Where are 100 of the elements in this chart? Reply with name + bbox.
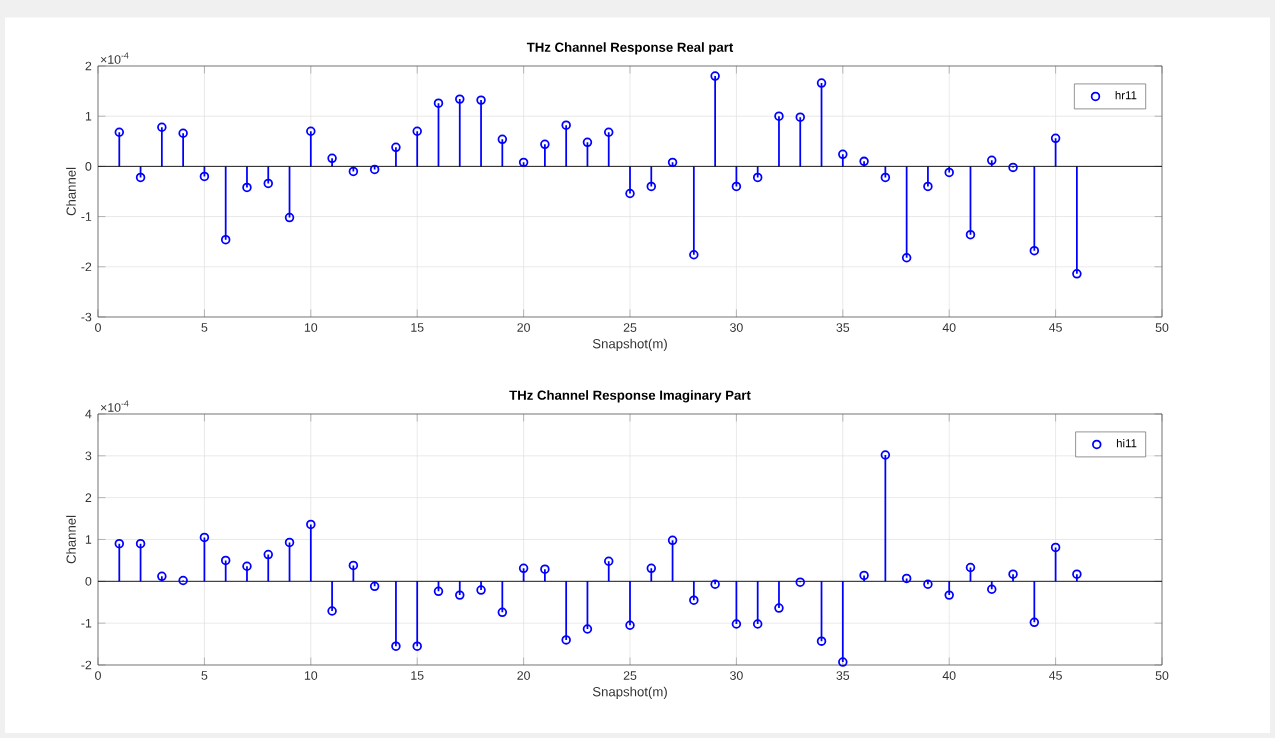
point <box>880 172 891 183</box>
point <box>476 585 486 595</box>
point <box>518 157 529 168</box>
point <box>263 178 273 189</box>
point <box>540 139 550 150</box>
point <box>391 641 401 651</box>
point <box>114 127 125 137</box>
x-tick-label: 10 <box>304 323 318 332</box>
point <box>1050 133 1061 144</box>
x-tick-label: 20 <box>517 323 530 332</box>
point <box>391 142 401 153</box>
x-tick-label: 35 <box>836 671 850 680</box>
point <box>1008 162 1018 173</box>
point <box>114 538 125 549</box>
y-tick-label: 3 <box>85 451 92 461</box>
y-tick-label: -1 <box>81 618 92 628</box>
y-tick-label: 4 <box>85 409 92 419</box>
point <box>455 94 465 104</box>
point <box>965 229 976 240</box>
point <box>752 172 763 183</box>
point <box>306 126 316 136</box>
point <box>667 535 678 546</box>
point <box>157 122 167 132</box>
point <box>412 641 422 651</box>
point <box>433 586 444 597</box>
chart-title: THz Channel Response Real part <box>526 42 734 55</box>
point <box>582 624 593 634</box>
y-tick-label: -2 <box>81 660 92 670</box>
point <box>774 111 784 121</box>
point <box>412 126 422 136</box>
point <box>603 556 614 566</box>
x-tick-label: 0 <box>95 671 101 680</box>
y-tick-label: 2 <box>85 61 92 71</box>
x-tick-label: 15 <box>411 323 424 332</box>
point <box>497 134 508 145</box>
point <box>348 166 359 177</box>
point <box>1072 269 1082 279</box>
point <box>242 182 252 193</box>
y-tick-label: 2 <box>85 493 92 502</box>
point <box>263 549 273 560</box>
x-tick-label: 25 <box>623 323 637 332</box>
point <box>1050 542 1061 553</box>
point <box>327 606 337 616</box>
legend-label: hi11 <box>1116 438 1137 448</box>
point <box>901 573 912 584</box>
x-tick-label: 0 <box>95 323 101 332</box>
point <box>923 181 933 192</box>
point <box>284 212 295 223</box>
point <box>838 657 848 667</box>
point <box>157 571 167 582</box>
x-tick-label: 45 <box>1049 671 1062 680</box>
point <box>944 167 954 178</box>
point <box>965 562 976 573</box>
y-tick-label: -1 <box>81 212 92 221</box>
point <box>816 636 827 646</box>
x-tick-label: 40 <box>942 323 956 332</box>
text: ×10$^{-4}$ <box>100 52 129 64</box>
point <box>689 595 699 605</box>
point <box>795 577 805 587</box>
chart-title: THz Channel Response Imaginary Part <box>509 390 751 403</box>
y-tick-label: -3 <box>81 312 92 322</box>
point <box>987 584 997 595</box>
point <box>689 249 699 260</box>
point <box>369 164 380 175</box>
point <box>859 156 869 167</box>
point <box>859 570 869 581</box>
point <box>497 607 508 618</box>
point <box>561 635 571 645</box>
point <box>135 538 146 549</box>
point <box>987 155 997 166</box>
point <box>348 560 359 571</box>
point <box>327 153 337 164</box>
y-tick-label: 1 <box>85 111 92 121</box>
point <box>1029 617 1040 628</box>
point <box>923 579 933 589</box>
point <box>284 537 295 548</box>
y-tick-label: 0 <box>85 576 92 586</box>
point <box>603 127 614 137</box>
legend-label: hr11 <box>1115 90 1137 100</box>
point <box>646 563 657 574</box>
x-tick-label: 15 <box>411 671 424 680</box>
point <box>1029 245 1040 256</box>
y-tick-label: 1 <box>85 535 92 544</box>
point <box>731 619 742 629</box>
x-tick-label: 20 <box>517 671 530 680</box>
x-tick-label: 50 <box>1155 671 1169 680</box>
point <box>731 181 742 192</box>
x-tick-label: 25 <box>623 671 637 680</box>
point <box>220 555 231 566</box>
x-tick-label: 10 <box>304 671 318 680</box>
point <box>369 581 380 592</box>
point <box>752 619 763 629</box>
point <box>540 564 550 574</box>
x-tick-label: 30 <box>730 671 743 680</box>
x-tick-label: 30 <box>730 323 743 332</box>
x-tick-label: 50 <box>1155 323 1169 332</box>
point <box>476 95 486 105</box>
point <box>795 112 805 122</box>
x-tick-label: 5 <box>201 671 208 680</box>
point <box>880 450 891 460</box>
